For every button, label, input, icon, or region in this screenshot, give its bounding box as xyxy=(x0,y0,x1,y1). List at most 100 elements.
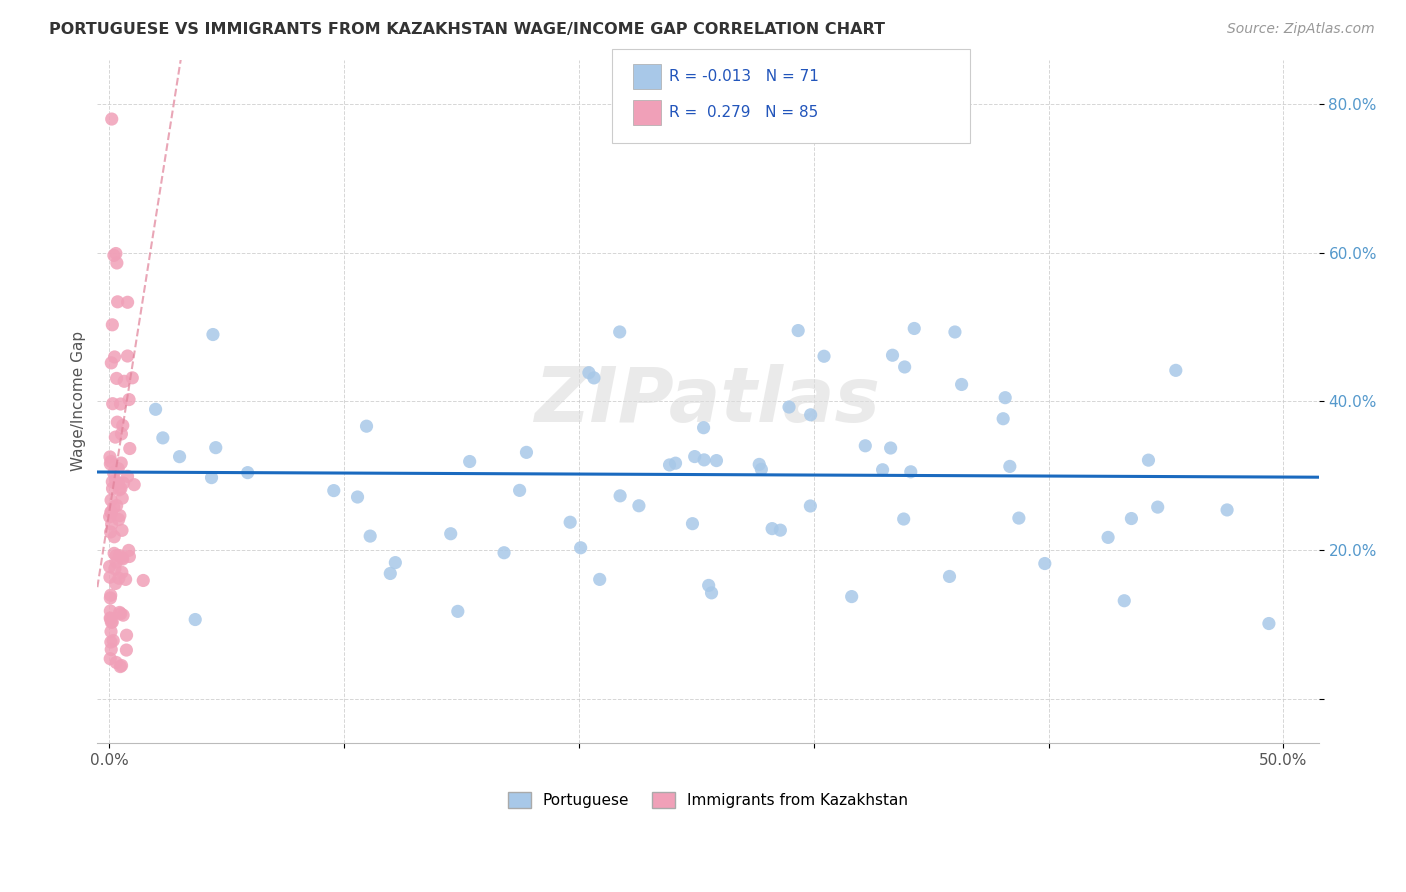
Point xyxy=(101,318,124,332)
Point xyxy=(100,457,122,471)
Point xyxy=(132,574,155,588)
Point xyxy=(110,482,132,496)
Point xyxy=(145,402,167,417)
Point xyxy=(107,476,129,491)
Point xyxy=(111,491,134,505)
Point xyxy=(107,512,129,526)
Point xyxy=(356,419,378,434)
Point xyxy=(103,546,125,560)
Point xyxy=(103,248,125,262)
Point xyxy=(105,256,128,270)
Point xyxy=(100,112,122,126)
Point xyxy=(111,552,134,566)
Point xyxy=(101,475,124,489)
Point xyxy=(111,566,134,580)
Point xyxy=(110,658,132,673)
Point xyxy=(118,549,141,564)
Point xyxy=(100,454,122,468)
Point xyxy=(100,635,122,649)
Point xyxy=(700,586,723,600)
Point xyxy=(112,475,135,490)
Point xyxy=(117,469,139,483)
Point xyxy=(778,400,800,414)
Point xyxy=(103,633,125,648)
Point xyxy=(787,324,810,338)
Point xyxy=(152,431,174,445)
Point xyxy=(104,430,127,444)
Point xyxy=(799,499,821,513)
Point xyxy=(560,515,582,529)
Point xyxy=(117,295,139,310)
Point xyxy=(110,659,132,673)
Point xyxy=(384,556,406,570)
Point xyxy=(104,474,127,488)
Point xyxy=(104,562,127,576)
Point xyxy=(515,445,537,459)
Point xyxy=(100,615,122,630)
Point xyxy=(105,371,128,385)
Point xyxy=(100,624,122,639)
Point xyxy=(100,505,122,519)
Point xyxy=(200,470,222,484)
Point xyxy=(111,418,134,433)
Point xyxy=(609,325,631,339)
Point xyxy=(841,590,863,604)
Point xyxy=(118,392,141,407)
Point xyxy=(112,374,135,388)
Point xyxy=(118,442,141,456)
Point xyxy=(121,371,143,385)
Point xyxy=(893,359,915,374)
Point xyxy=(204,441,226,455)
Point xyxy=(1257,616,1279,631)
Point xyxy=(991,411,1014,425)
Point xyxy=(101,397,124,411)
Point xyxy=(683,450,706,464)
Point xyxy=(748,458,770,472)
Point xyxy=(103,350,125,364)
Point xyxy=(98,651,121,665)
Point xyxy=(201,327,224,342)
Point xyxy=(813,349,835,363)
Point xyxy=(110,456,132,470)
Point xyxy=(440,526,463,541)
Point xyxy=(1114,593,1136,607)
Point xyxy=(380,566,402,581)
Point xyxy=(872,463,894,477)
Point xyxy=(879,441,901,455)
Point xyxy=(103,530,125,544)
Point xyxy=(359,529,381,543)
Point xyxy=(100,356,122,370)
Point xyxy=(893,512,915,526)
Point xyxy=(693,453,716,467)
Point xyxy=(103,466,125,480)
Point xyxy=(107,461,129,475)
Point xyxy=(100,493,122,508)
Point xyxy=(943,325,966,339)
Point xyxy=(110,397,132,411)
Point xyxy=(105,656,128,670)
Point xyxy=(105,555,128,569)
Point xyxy=(1137,453,1160,467)
Point xyxy=(1216,503,1239,517)
Point xyxy=(950,377,973,392)
Point xyxy=(100,612,122,626)
Point xyxy=(769,523,792,537)
Point xyxy=(697,578,720,592)
Point xyxy=(609,489,631,503)
Point xyxy=(800,408,823,422)
Point xyxy=(115,643,138,657)
Text: PORTUGUESE VS IMMIGRANTS FROM KAZAKHSTAN WAGE/INCOME GAP CORRELATION CHART: PORTUGUESE VS IMMIGRANTS FROM KAZAKHSTAN… xyxy=(49,22,886,37)
Point xyxy=(1121,511,1143,525)
Point xyxy=(111,524,134,538)
Point xyxy=(105,499,128,513)
Point xyxy=(706,453,728,467)
Point xyxy=(900,465,922,479)
Point xyxy=(658,458,681,472)
Point xyxy=(108,571,131,585)
Point xyxy=(108,549,131,563)
Point xyxy=(998,459,1021,474)
Point xyxy=(110,426,132,441)
Point xyxy=(1146,500,1168,515)
Point xyxy=(994,391,1017,405)
Point xyxy=(1097,530,1119,544)
